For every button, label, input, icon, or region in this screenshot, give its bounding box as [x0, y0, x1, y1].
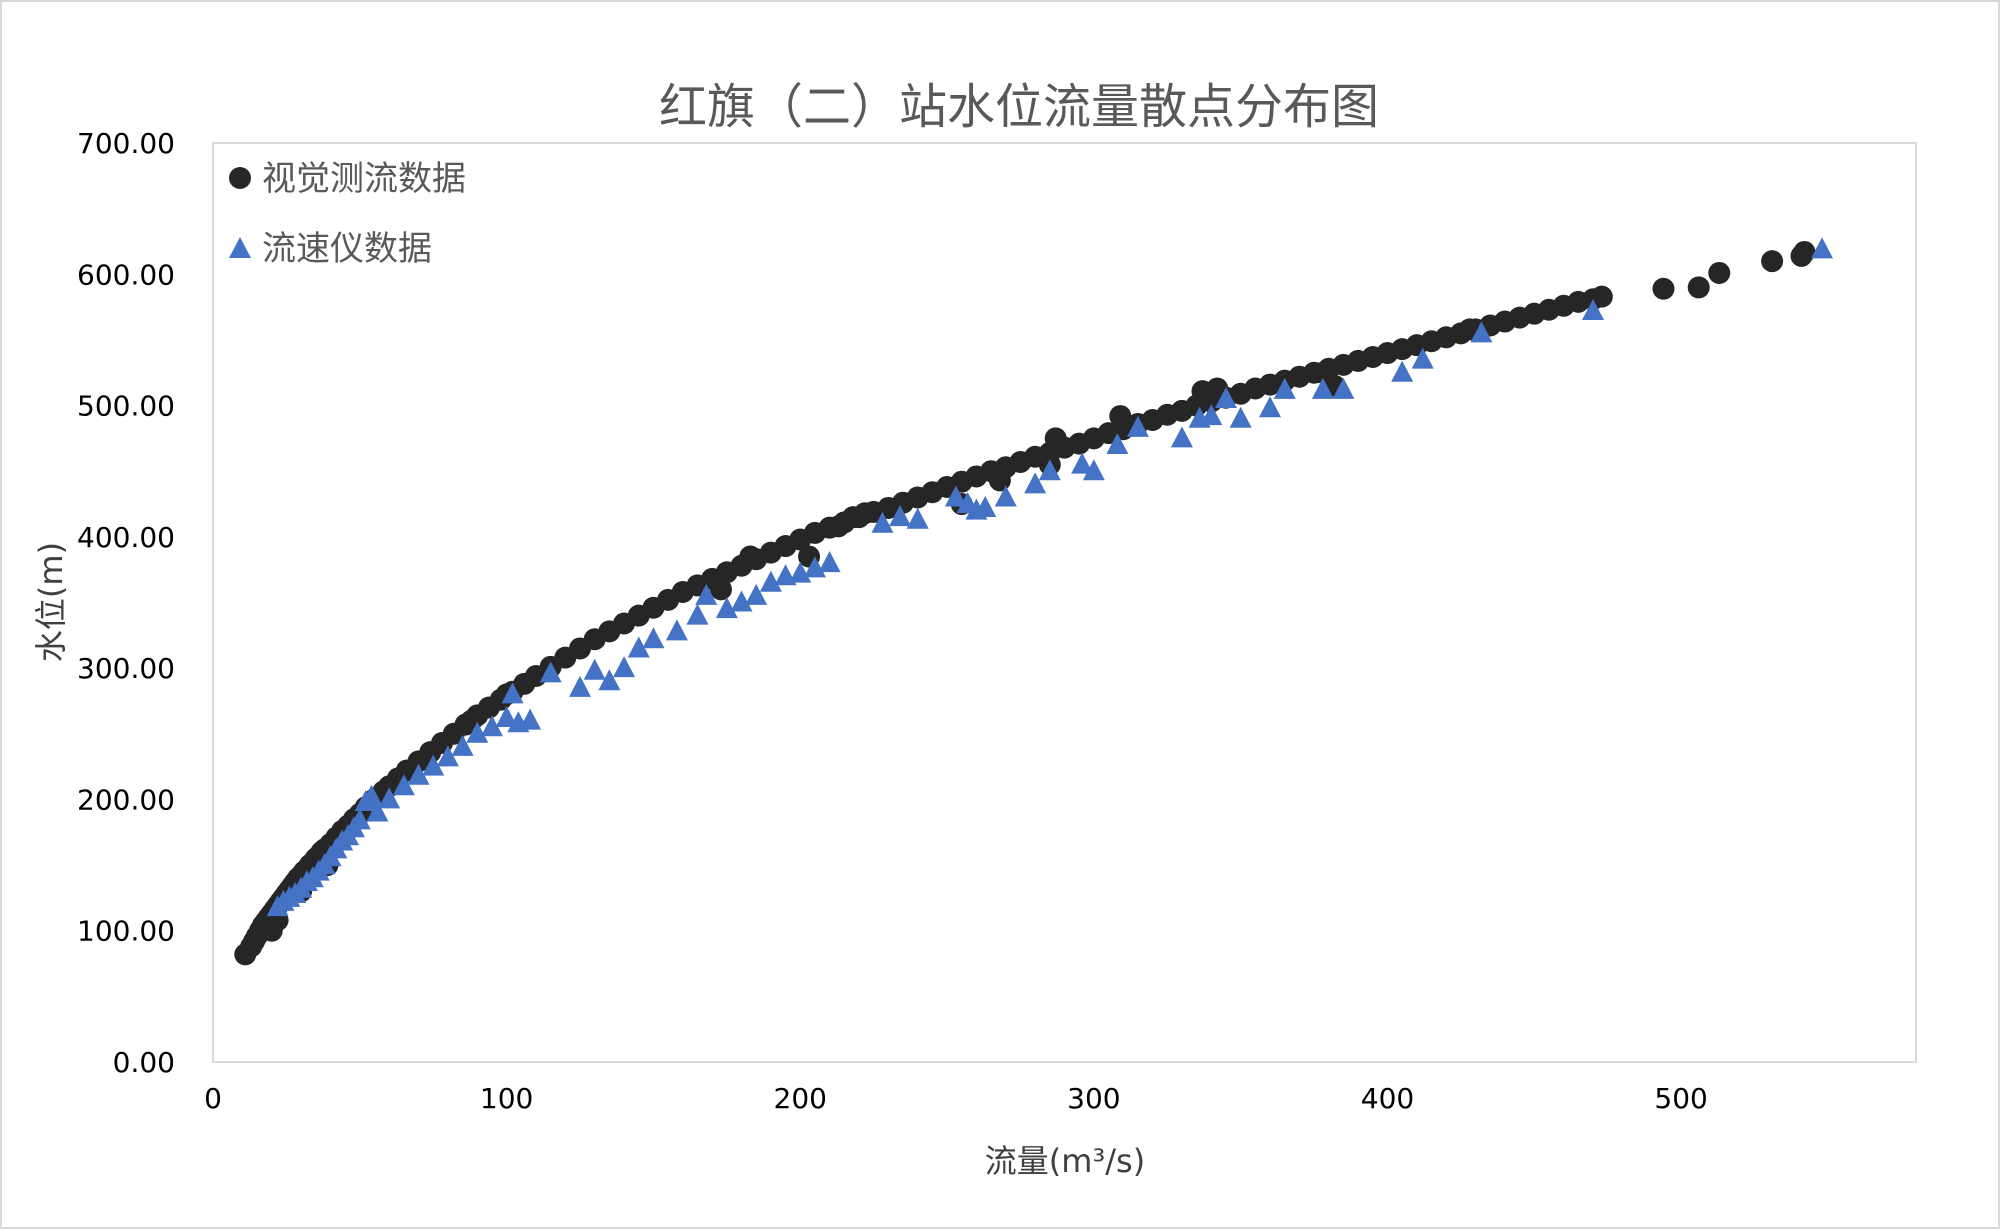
data-point-triangle	[422, 754, 445, 776]
x-tick-label: 500	[1654, 1082, 1707, 1115]
data-point-circle	[709, 578, 732, 601]
legend-item-visual-flow: 视觉测流数据	[229, 159, 466, 199]
data-point-triangle	[392, 774, 415, 796]
data-point-triangle	[348, 808, 371, 830]
y-axis-label: 水位(m)	[32, 542, 70, 662]
data-point-triangle	[598, 669, 621, 691]
x-axis-ticks: 0 100 200 300 400 500	[204, 1082, 1708, 1115]
data-point-triangle	[627, 636, 650, 658]
data-point-triangle	[803, 556, 826, 578]
data-point-triangle	[686, 603, 709, 625]
data-point-circle	[1652, 277, 1675, 300]
data-point-triangle	[1106, 432, 1129, 454]
data-point-triangle	[1200, 404, 1223, 426]
data-point-triangle	[378, 787, 401, 809]
data-point-circle	[1793, 240, 1816, 263]
y-axis-ticks: 0.00 100.00 200.00 300.00 400.00 500.00 600.00…	[77, 127, 175, 1079]
data-point-triangle	[480, 715, 503, 737]
data-point-circle	[1044, 427, 1067, 450]
legend-item-current-meter: 流速仪数据	[229, 229, 432, 269]
chart-title: 红旗（二）站水位流量散点分布图	[659, 79, 1379, 135]
data-point-triangle	[1470, 321, 1493, 343]
data-point-triangle	[1038, 459, 1061, 481]
data-point-triangle	[715, 597, 738, 619]
y-tick-label: 0.00	[113, 1046, 175, 1079]
data-point-triangle	[1170, 426, 1193, 448]
data-point-triangle	[501, 682, 524, 704]
data-point-triangle	[539, 661, 562, 683]
y-tick-label: 100.00	[77, 915, 175, 948]
data-point-triangle	[745, 583, 768, 605]
data-point-triangle	[789, 561, 812, 583]
legend-marker-triangle	[229, 237, 251, 258]
data-point-triangle	[730, 590, 753, 612]
data-point-triangle	[1332, 377, 1355, 399]
data-point-triangle	[495, 706, 518, 728]
y-tick-label: 400.00	[77, 521, 175, 554]
data-point-triangle	[1214, 387, 1237, 409]
y-tick-label: 700.00	[77, 127, 175, 160]
data-point-triangle	[871, 511, 894, 533]
data-point-triangle	[944, 485, 967, 507]
data-point-triangle	[994, 485, 1017, 507]
data-point-triangle	[569, 675, 592, 697]
x-tick-label: 200	[774, 1082, 827, 1115]
data-point-circle	[988, 469, 1011, 492]
y-tick-label: 200.00	[77, 783, 175, 816]
data-point-triangle	[1391, 360, 1414, 382]
data-point-triangle	[1273, 377, 1296, 399]
data-point-triangle	[1024, 472, 1047, 494]
data-point-triangle	[1582, 299, 1605, 321]
y-tick-label: 600.00	[77, 258, 175, 291]
data-point-triangle	[974, 495, 997, 517]
data-point-triangle	[613, 656, 636, 678]
data-point-triangle	[583, 658, 606, 680]
legend-label-current-meter: 流速仪数据	[262, 229, 432, 269]
legend-marker-circle	[229, 167, 251, 189]
plot-area	[212, 142, 1917, 1063]
data-point-triangle	[906, 507, 929, 529]
data-point-triangle	[451, 734, 474, 756]
series-current-meter	[266, 237, 1834, 917]
data-point-circle	[739, 545, 762, 568]
data-point-circle	[1708, 261, 1731, 284]
data-point-triangle	[642, 627, 665, 649]
y-tick-label: 500.00	[77, 390, 175, 423]
data-point-triangle	[1071, 452, 1094, 474]
data-point-triangle	[366, 800, 389, 822]
data-point-triangle	[759, 570, 782, 592]
legend: 视觉测流数据 流速仪数据	[229, 159, 466, 269]
data-point-triangle	[466, 721, 489, 743]
data-point-triangle	[1229, 406, 1252, 428]
x-tick-label: 0	[204, 1082, 222, 1115]
data-point-triangle	[889, 505, 912, 527]
data-point-triangle	[695, 583, 718, 605]
data-point-triangle	[1126, 415, 1149, 437]
data-point-triangle	[1311, 377, 1334, 399]
data-point-triangle	[1259, 396, 1282, 418]
data-point-triangle	[1811, 237, 1834, 259]
data-point-circle	[853, 502, 876, 525]
data-point-circle	[1590, 285, 1613, 308]
data-point-triangle	[1082, 459, 1105, 481]
data-point-circle	[1761, 250, 1784, 273]
data-point-triangle	[1411, 347, 1434, 369]
x-axis-label: 流量(m³/s)	[985, 1142, 1145, 1180]
data-point-triangle	[360, 784, 383, 806]
data-point-triangle	[818, 551, 841, 573]
data-point-circle	[1687, 276, 1710, 299]
data-point-triangle	[407, 763, 430, 785]
data-point-triangle	[436, 745, 459, 767]
x-tick-label: 400	[1361, 1082, 1414, 1115]
data-point-triangle	[519, 708, 542, 730]
legend-label-visual-flow: 视觉测流数据	[262, 159, 466, 199]
x-tick-label: 300	[1067, 1082, 1120, 1115]
data-point-circle	[1109, 405, 1132, 428]
data-point-triangle	[665, 619, 688, 641]
y-tick-label: 300.00	[77, 652, 175, 685]
x-tick-label: 100	[480, 1082, 533, 1115]
